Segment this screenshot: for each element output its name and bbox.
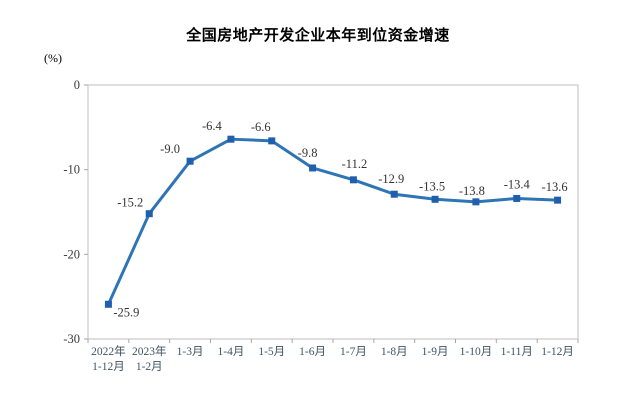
data-point-marker (390, 190, 398, 198)
data-value-label: -12.9 (378, 172, 404, 186)
x-axis-tick-label: 1-6月 (299, 346, 326, 358)
x-axis-tick-label: 2022年 (91, 344, 126, 358)
data-value-label: -15.2 (117, 196, 143, 210)
y-axis-tick-label: -20 (63, 247, 80, 261)
data-value-label: -9.8 (298, 146, 318, 160)
x-axis-tick-label: 1-11月 (501, 346, 533, 358)
y-axis-unit-label: (%) (44, 51, 62, 65)
data-point-marker (227, 135, 235, 143)
data-value-label: -9.0 (160, 142, 180, 156)
y-axis-tick-label: -30 (63, 332, 80, 346)
data-point-marker (104, 300, 112, 308)
data-point-marker (309, 164, 317, 172)
data-value-label: -13.4 (504, 177, 531, 191)
data-value-label: -6.6 (251, 120, 271, 134)
x-axis-tick-label: 2023年 (132, 344, 167, 358)
x-axis-tick-label: 1-10月 (460, 346, 493, 358)
x-axis-tick-label: 1-5月 (258, 346, 285, 358)
data-value-label: -6.4 (202, 119, 223, 133)
chart-title: 全国房地产开发企业本年到位资金增速 (186, 27, 450, 44)
x-axis-tick-label: 1-2月 (136, 361, 163, 373)
data-point-marker (472, 198, 480, 206)
x-axis-tick-label: 1-8月 (381, 346, 408, 358)
data-point-marker (145, 210, 153, 218)
y-axis-tick-label: 0 (74, 78, 80, 92)
data-value-label: -11.2 (342, 157, 368, 171)
data-point-marker (268, 137, 276, 145)
data-point-marker (186, 157, 194, 165)
data-value-label: -13.5 (419, 179, 445, 193)
data-value-label: -25.9 (113, 305, 139, 319)
plot-frame (87, 84, 579, 340)
x-axis-tick-label: 1-4月 (217, 346, 244, 358)
data-point-marker (431, 195, 439, 203)
x-axis-tick-label: 1-3月 (177, 346, 204, 358)
data-point-marker (554, 196, 562, 204)
data-point-marker (349, 176, 357, 184)
x-axis-tick-label: 1-12月 (541, 346, 574, 358)
data-point-marker (513, 194, 521, 202)
x-axis-tick-label: 1-7月 (340, 346, 367, 358)
x-axis-tick-label: 1-9月 (422, 346, 449, 358)
y-axis-tick-label: -10 (63, 163, 80, 177)
data-value-label: -13.6 (542, 180, 568, 194)
data-value-label: -13.8 (459, 184, 485, 198)
x-axis-tick-label: 1-12月 (92, 361, 125, 373)
line-series (106, 137, 560, 306)
